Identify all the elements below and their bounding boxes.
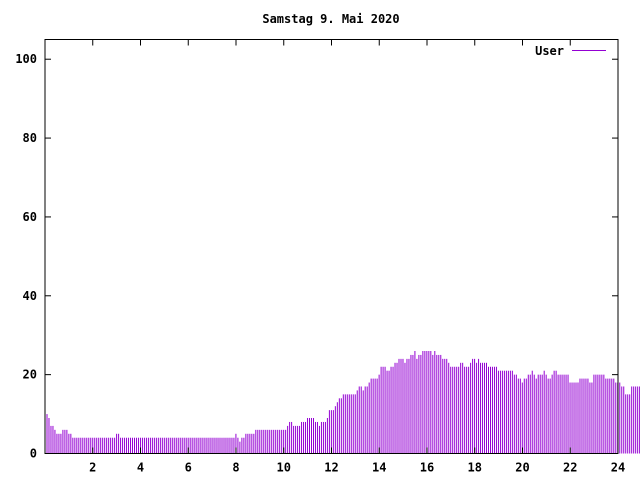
y-axis: 0 20 40 60 80 100 xyxy=(15,52,618,461)
x-tick-label: 12 xyxy=(324,461,338,475)
y-tick-label: 60 xyxy=(23,210,37,224)
x-tick-label: 20 xyxy=(515,461,529,475)
x-axis: 2 4 6 8 10 12 14 16 18 20 22 24 xyxy=(89,39,625,475)
legend: User xyxy=(535,44,606,58)
x-tick-label: 2 xyxy=(89,461,96,475)
x-tick-label: 22 xyxy=(563,461,577,475)
x-tick-label: 14 xyxy=(372,461,386,475)
x-tick-label: 10 xyxy=(277,461,291,475)
y-tick-label: 40 xyxy=(23,289,37,303)
y-tick-label: 0 xyxy=(30,447,37,461)
y-tick-label: 100 xyxy=(15,52,37,66)
x-tick-label: 18 xyxy=(468,461,482,475)
x-tick-label: 16 xyxy=(420,461,434,475)
y-tick-label: 80 xyxy=(23,131,37,145)
x-tick-label: 8 xyxy=(232,461,239,475)
x-tick-label: 24 xyxy=(611,461,625,475)
bars-group xyxy=(44,350,640,454)
x-tick-label: 6 xyxy=(185,461,192,475)
y-tick-label: 20 xyxy=(23,368,37,382)
legend-label-user: User xyxy=(535,44,564,58)
x-tick-label: 4 xyxy=(137,461,144,475)
chart-title: Samstag 9. Mai 2020 xyxy=(262,12,399,26)
